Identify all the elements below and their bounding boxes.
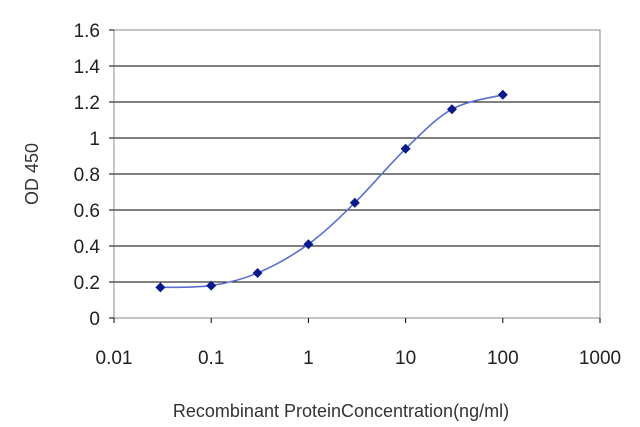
y-axis: 0 0.2 0.4 0.6 0.8 1 1.2 1.4 1.6 bbox=[74, 21, 114, 330]
series bbox=[155, 89, 508, 293]
y-tick-label: 0.4 bbox=[74, 237, 101, 258]
data-point bbox=[446, 104, 457, 115]
y-tick-label: 0.6 bbox=[74, 201, 100, 222]
x-axis-title: Recombinant ProteinConcentration(ng/ml) bbox=[173, 401, 509, 421]
data-point bbox=[497, 89, 508, 100]
data-point bbox=[155, 282, 166, 293]
y-axis-title: OD 450 bbox=[22, 143, 42, 205]
y-tick-label: 0 bbox=[89, 309, 100, 330]
y-tick-label: 0.2 bbox=[74, 273, 100, 294]
x-axis: 0.01 0.1 1 10 100 1000 bbox=[96, 318, 621, 369]
x-tick-label: 100 bbox=[487, 348, 519, 369]
data-point bbox=[303, 239, 314, 250]
y-tick-label: 0.8 bbox=[74, 165, 100, 186]
x-tick-label: 1000 bbox=[579, 348, 621, 369]
x-tick-label: 0.1 bbox=[198, 348, 224, 369]
data-point bbox=[400, 143, 411, 154]
x-tick-label: 1 bbox=[303, 348, 314, 369]
y-tick-label: 1 bbox=[89, 129, 100, 150]
y-tick-label: 1.2 bbox=[74, 93, 100, 114]
data-point bbox=[252, 268, 263, 278]
data-point bbox=[206, 280, 217, 291]
x-tick-label: 10 bbox=[395, 348, 416, 369]
y-tick-label: 1.6 bbox=[74, 21, 100, 42]
series-line bbox=[160, 94, 504, 289]
data-point bbox=[349, 197, 360, 208]
y-tick-label: 1.4 bbox=[74, 57, 101, 78]
x-tick-label: 0.01 bbox=[96, 348, 133, 369]
